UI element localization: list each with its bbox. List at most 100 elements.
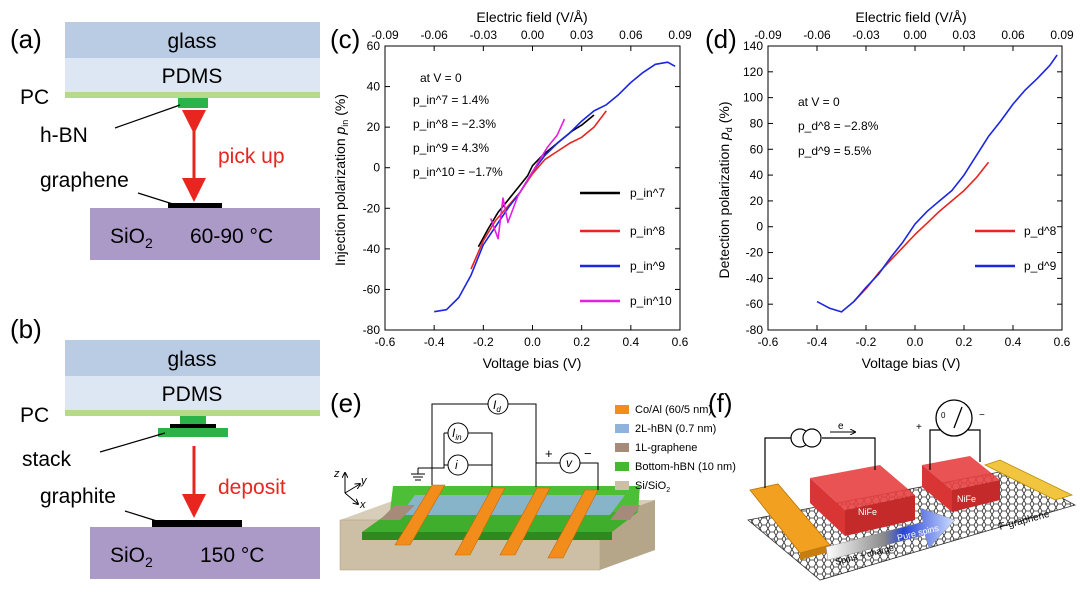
v-label: v: [566, 456, 573, 470]
annotation-p8: p_d^8 = −2.8%: [798, 119, 879, 133]
y-tick-label: 20: [367, 120, 381, 134]
y-tick-label: -60: [363, 282, 381, 296]
electron-label: e: [838, 421, 844, 432]
top-tick-label: 0.09: [668, 28, 692, 42]
glass-label: glass: [167, 30, 216, 53]
hbn-flake: [178, 98, 208, 108]
electrode-1: [394, 484, 446, 546]
x-tick-label: -0.4: [424, 335, 445, 349]
i-source: [447, 454, 469, 476]
glass-layer: [65, 22, 320, 58]
y-tick-label: 100: [743, 91, 763, 105]
panel-a: (a) glass PDMS PC h-BN pick up graphene …: [10, 22, 320, 260]
series-line-p-d-8: [853, 161, 990, 303]
annotation-p9: p_d^9 = 5.5%: [798, 144, 872, 158]
hbn-strip: [400, 495, 625, 515]
bottom-hbn-edge: [362, 532, 612, 540]
top-tick-label: -0.06: [420, 28, 448, 42]
panel-f-letter: (f): [708, 388, 733, 418]
series-line-p-in-8: [470, 110, 607, 270]
deposit-label: deposit: [218, 476, 286, 499]
legend-co: Co/Al (60/5 nm): [635, 404, 712, 416]
v-plus: +: [545, 446, 553, 461]
series-line-p-in-9: [434, 61, 676, 313]
nife-right-top: [922, 456, 1000, 490]
nife-left-label: NiFe: [858, 507, 877, 517]
axis-y: y: [360, 475, 368, 487]
nife-right-label: NiFe: [957, 494, 976, 504]
top-axis-title: Electric field (V/Å): [476, 9, 587, 25]
spin-arrow: [825, 507, 956, 561]
annotation-p7: p_in^7 = 1.4%: [413, 93, 489, 107]
top-tick-label: 0.09: [1050, 28, 1074, 42]
y-tick-label: 60: [750, 142, 764, 156]
graphene-flake: [168, 203, 222, 208]
x-tick-label: 0.0: [907, 335, 924, 349]
sio2-substrate: [90, 527, 320, 579]
y-tick-label: 40: [367, 80, 381, 94]
id-source: [487, 393, 509, 415]
legend-label-p9: p_d^9: [1024, 259, 1057, 273]
panel-b: (b) glass PDMS PC stack deposit graphite…: [10, 314, 320, 579]
annotations: at V = 0 p_in^7 = 1.4% p_in^8 = −2.3% p_…: [413, 71, 503, 179]
annotation-p10: p_in^10 = −1.7%: [413, 165, 503, 179]
legend: p_in^7 p_in^8 p_in^9 p_in^10: [580, 186, 672, 308]
x-axis-title: Voltage bias (V): [483, 355, 582, 371]
x-tick-label: 0.2: [573, 335, 590, 349]
plot-area: -0.6 -0.4 -0.2 0.0 0.2 0.4 0.6 -0.09 -0.06 -0.03 0…: [743, 28, 1074, 349]
graphene-label: graphene: [40, 169, 129, 192]
y-tick-label: -20: [746, 246, 764, 260]
legend-swatch-bottomhbn: [615, 462, 629, 471]
voltmeter-icon: [935, 399, 973, 437]
top-tick-label: 0.00: [903, 28, 927, 42]
pdms-label: PDMS: [162, 383, 223, 406]
top-tick-label: 0.00: [521, 28, 545, 42]
y-tick-label: 0: [756, 220, 763, 234]
substrate-label: SiO2: [110, 225, 153, 251]
stack-bottom-flake: [158, 428, 228, 437]
x-tick-label: 0.6: [672, 335, 689, 349]
pc-label: PC: [20, 404, 49, 427]
annotations: at V = 0 p_d^8 = −2.8% p_d^9 = 5.5%: [798, 95, 879, 158]
glass-label: glass: [167, 348, 216, 371]
stack-pointer: [99, 432, 166, 453]
legend-label-p10: p_in^10: [630, 294, 672, 308]
legend-swatch-graphene: [615, 443, 629, 452]
axes-icon: [345, 473, 360, 504]
top-axis-title: Electric field (V/Å): [855, 9, 966, 25]
legend: p_d^8 p_d^9: [975, 224, 1057, 273]
pdms-layer: [65, 376, 320, 410]
material-legend: Co/Al (60/5 nm) 2L-hBN (0.7 nm) 1L-graph…: [615, 404, 736, 494]
top-tick-label: -0.06: [803, 28, 831, 42]
y-tick-label: 80: [750, 116, 764, 130]
annotation-title: at V = 0: [798, 95, 840, 109]
y-tick-label: 60: [367, 39, 381, 53]
y-tick-label: 20: [750, 194, 764, 208]
source-wires: [764, 437, 876, 488]
nife-right-side: [922, 465, 952, 512]
x-tick-label: 0.4: [1005, 335, 1022, 349]
top-tick-label: 0.06: [1001, 28, 1025, 42]
nife-left-side: [810, 478, 845, 536]
legend-bottomhbn: Bottom-hBN (10 nm): [635, 461, 736, 473]
plot-frame: [767, 45, 1063, 331]
sio2-substrate: [90, 208, 320, 260]
y-axis-title: Detection polarization pd (%): [716, 101, 734, 278]
electrode-3: [499, 487, 551, 556]
nife-left-front: [845, 495, 915, 536]
y-tick-label: 0: [373, 161, 380, 175]
y-tick-label: -80: [746, 323, 764, 337]
meter-zero: 0: [941, 411, 946, 420]
i-label: i: [455, 458, 458, 472]
top-tick-label: -0.03: [852, 28, 880, 42]
substrate-label: SiO2: [110, 544, 153, 570]
y-tick-label: -40: [363, 242, 381, 256]
top-tick-label: -0.03: [470, 28, 498, 42]
x-tick-label: -0.6: [375, 335, 396, 349]
graphene-end-right: [610, 505, 640, 520]
pc-layer: [65, 410, 320, 416]
annotation-p8: p_in^8 = −2.3%: [413, 117, 496, 131]
panel-c-letter: (c): [330, 24, 360, 54]
temperature-label: 150 °C: [200, 544, 264, 567]
legend-swatch-2lhbn: [615, 424, 629, 433]
